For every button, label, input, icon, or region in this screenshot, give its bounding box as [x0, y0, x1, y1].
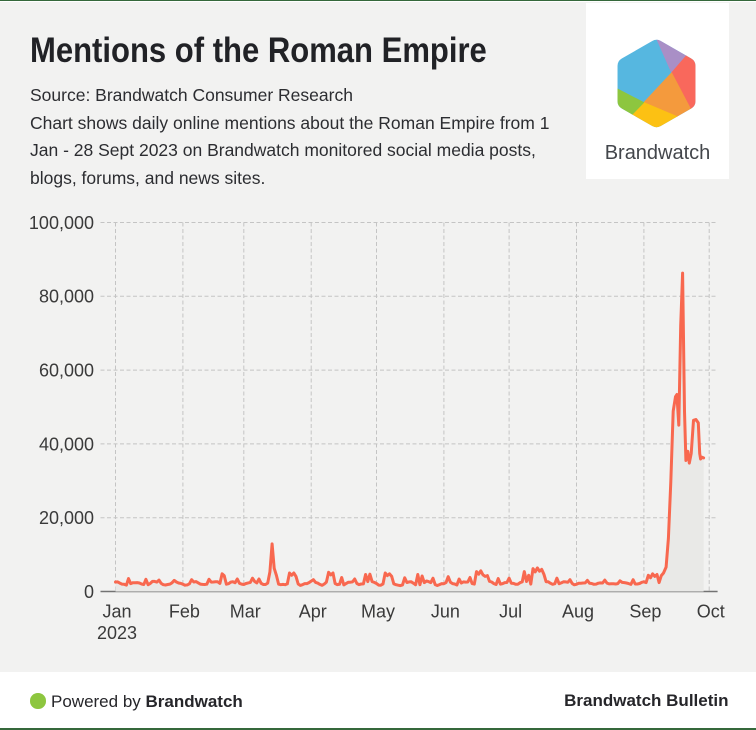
svg-text:100,000: 100,000: [29, 213, 94, 233]
svg-text:40,000: 40,000: [39, 434, 94, 454]
svg-text:20,000: 20,000: [39, 508, 94, 528]
svg-text:Aug: Aug: [562, 601, 594, 621]
svg-text:80,000: 80,000: [39, 287, 94, 307]
svg-text:May: May: [361, 601, 395, 621]
svg-text:Jun: Jun: [431, 601, 460, 621]
svg-text:Sep: Sep: [629, 601, 661, 621]
svg-text:Jul: Jul: [499, 601, 522, 621]
svg-text:Jan: Jan: [102, 601, 131, 621]
svg-text:Mar: Mar: [230, 601, 261, 621]
svg-text:Apr: Apr: [299, 601, 327, 621]
svg-text:2023: 2023: [97, 623, 137, 643]
svg-text:0: 0: [84, 582, 94, 602]
svg-text:60,000: 60,000: [39, 361, 94, 381]
svg-text:Oct: Oct: [697, 601, 725, 621]
svg-text:Feb: Feb: [169, 601, 200, 621]
